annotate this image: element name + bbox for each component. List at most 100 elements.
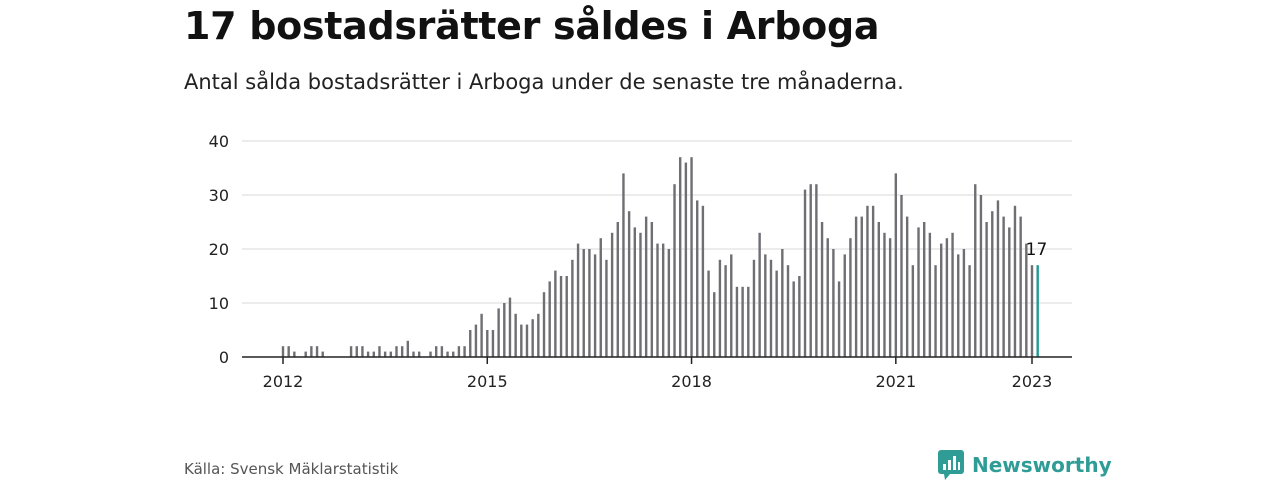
bar: [497, 308, 500, 357]
bar: [730, 254, 733, 357]
bar: [559, 276, 563, 357]
bar: [531, 319, 534, 357]
bar: [548, 281, 551, 357]
bar: [820, 222, 824, 357]
x-tick-label: 2018: [671, 372, 712, 391]
bar: [713, 292, 716, 357]
bar: [798, 276, 801, 357]
bar: [287, 346, 290, 357]
bar: [974, 184, 977, 357]
x-tick-label: 2012: [263, 372, 304, 391]
x-tick-label: 2021: [875, 372, 916, 391]
bar: [900, 195, 903, 357]
bar: [406, 340, 410, 357]
bar: [741, 286, 744, 357]
bar: [372, 351, 375, 357]
bar: [775, 270, 778, 357]
bar: [1002, 216, 1005, 357]
bar: [304, 351, 307, 357]
bar: [508, 297, 512, 357]
bar: [922, 222, 926, 357]
bar: [928, 232, 932, 357]
bar: [554, 270, 557, 357]
bar: [446, 351, 449, 357]
brand-logo[interactable]: Newsworthy: [938, 450, 1112, 480]
bar: [877, 222, 880, 357]
bar: [826, 238, 829, 357]
bar: [315, 346, 319, 357]
bar: [940, 243, 943, 357]
bar: [321, 351, 324, 357]
bar: [696, 200, 699, 357]
bar-highlight: [1036, 265, 1039, 357]
bar: [383, 351, 387, 357]
bar: [883, 232, 886, 357]
bar: [361, 346, 364, 357]
bar-chart: 0 10 20 30 40 2012 2015 2018 2021 2023 17: [209, 132, 1072, 391]
bar: [758, 232, 761, 357]
bar: [809, 184, 812, 357]
source-label: Källa: Svensk Mäklarstatistik: [184, 460, 399, 478]
brand-name: Newsworthy: [972, 453, 1112, 477]
bar: [871, 205, 875, 357]
bar: [355, 346, 358, 357]
bar: [457, 346, 461, 357]
bar: [1019, 216, 1022, 357]
bar: [1030, 265, 1034, 357]
bar: [389, 351, 393, 357]
bar: [349, 346, 353, 357]
bar: [486, 330, 489, 357]
bar: [400, 346, 404, 357]
bar: [769, 259, 773, 357]
bar: [837, 281, 841, 357]
bar: [849, 238, 852, 357]
bar: [610, 232, 614, 357]
bar: [979, 195, 983, 357]
bar: [435, 346, 438, 357]
bar: [860, 216, 863, 357]
bar: [752, 259, 756, 357]
y-tick-label: 10: [209, 294, 229, 313]
bar: [718, 259, 722, 357]
bar: [843, 254, 846, 357]
bar: [650, 222, 654, 357]
bar: [644, 216, 648, 357]
bar: [576, 243, 580, 357]
bar: [962, 249, 966, 357]
chart-title: 17 bostadsrätter såldes i Arboga: [184, 4, 880, 48]
bar: [412, 351, 415, 357]
bar: [1008, 227, 1011, 357]
bar: [735, 286, 739, 357]
bar: [724, 265, 727, 357]
bar: [378, 346, 381, 357]
bar: [985, 222, 988, 357]
bar: [310, 346, 313, 357]
bar: [599, 238, 602, 357]
bar: [480, 313, 483, 357]
bar: [673, 184, 676, 357]
bar: [417, 351, 421, 357]
bar: [622, 173, 625, 357]
bar: [888, 238, 892, 357]
bar: [469, 330, 472, 357]
bar: [701, 205, 705, 357]
bar: [951, 232, 954, 357]
bar: [593, 254, 597, 357]
bar: [996, 200, 1000, 357]
bar: [667, 249, 671, 357]
bar: [917, 227, 920, 357]
newsworthy-logo-icon: [938, 450, 964, 480]
bar: [474, 324, 478, 357]
bar: [1025, 243, 1028, 357]
y-tick-label: 20: [209, 240, 229, 259]
bar: [684, 162, 688, 357]
bar: [582, 249, 585, 357]
bar: [854, 216, 858, 357]
bar: [1013, 205, 1017, 357]
bar: [661, 243, 665, 357]
bar: [945, 238, 949, 357]
bar: [542, 292, 546, 357]
bar: [957, 254, 960, 357]
bar: [792, 281, 795, 357]
bar: [281, 346, 285, 357]
